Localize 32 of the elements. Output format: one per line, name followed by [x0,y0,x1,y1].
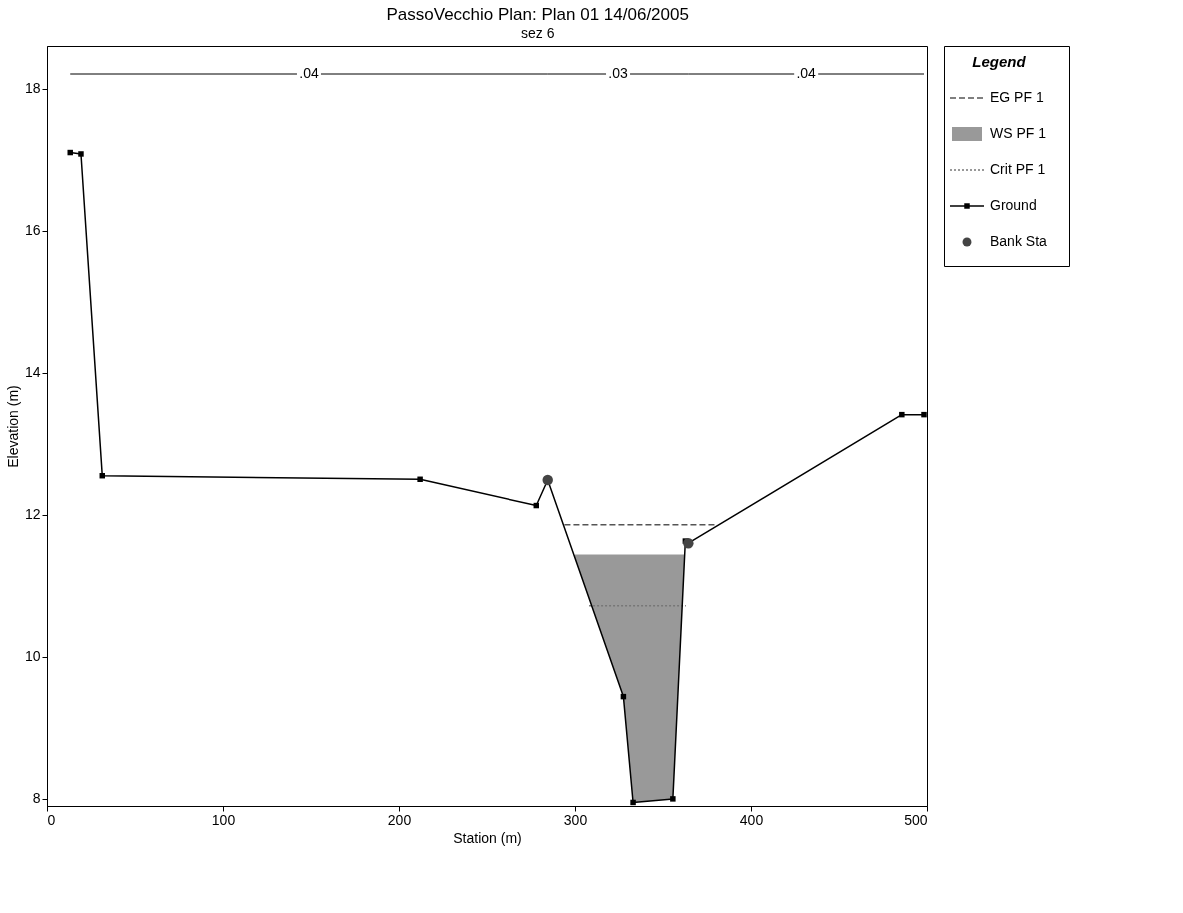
point [417,476,423,483]
point [78,151,84,157]
chart-title: PassoVecchio Plan: Plan 01 14/06/2005 [386,4,689,24]
legend-label: WS PF 1 [990,125,1047,141]
point [67,149,73,156]
y-axis-title: Elevation (m) [4,385,21,468]
legend-title: Legend [972,53,1027,70]
x-tick-label: 100 [211,811,236,828]
y-tick-label: 14 [24,364,41,381]
point [630,799,636,806]
x-tick-label: 500 [904,811,928,828]
x-tick-label: 200 [387,811,412,828]
x-tick-label: 0 [47,811,56,828]
chart-subtitle: sez 6 [520,24,555,41]
y-tick-label: 8 [32,790,41,807]
point [921,411,927,418]
y-tick-label: 12 [24,506,41,523]
legend-label: Bank Sta [990,233,1048,249]
point [899,411,905,418]
legend-label: Crit PF 1 [990,161,1046,177]
annotation: .03 [608,65,628,81]
x-tick-label: 300 [563,811,588,828]
y-tick-label: 10 [24,648,41,665]
annotation: .04 [299,65,319,81]
y-tick-label: 16 [24,222,41,239]
point [670,796,676,802]
legend-label: Ground [990,197,1037,213]
annotation: .04 [796,65,817,81]
y-tick-label: 18 [24,80,41,97]
legend-label: EG PF 1 [990,89,1044,105]
x-tick-label: 400 [739,811,764,828]
x-axis-title: Station (m) [453,829,522,846]
